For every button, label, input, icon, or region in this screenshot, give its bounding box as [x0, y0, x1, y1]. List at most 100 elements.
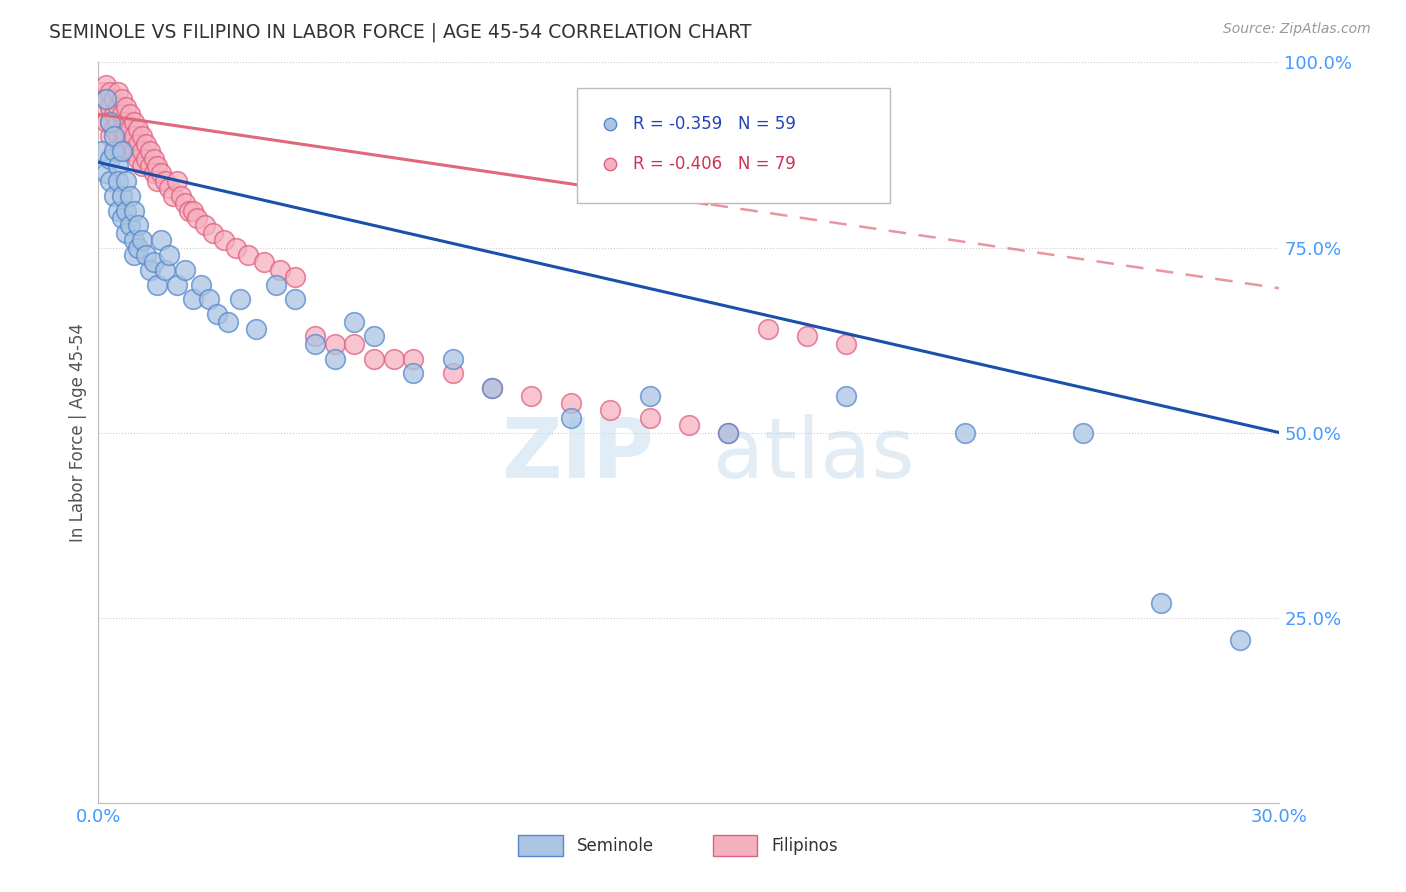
Point	[363, 351, 385, 366]
Point	[177, 203, 200, 218]
Point	[205, 307, 228, 321]
Point	[115, 100, 138, 114]
Point	[756, 322, 779, 336]
Point	[717, 425, 740, 440]
Point	[96, 92, 118, 106]
Point	[127, 136, 149, 151]
Point	[157, 181, 180, 195]
Text: Source: ZipAtlas.com: Source: ZipAtlas.com	[1223, 22, 1371, 37]
Point	[146, 277, 169, 292]
Point	[107, 174, 129, 188]
Point	[157, 248, 180, 262]
Point	[127, 240, 149, 255]
Point	[118, 219, 141, 233]
Point	[122, 248, 145, 262]
Point	[162, 188, 184, 202]
Point	[236, 248, 259, 262]
Point	[186, 211, 208, 225]
Point	[150, 166, 173, 180]
Point	[402, 367, 425, 381]
Point	[131, 233, 153, 247]
Point	[103, 129, 125, 144]
Point	[111, 136, 134, 151]
Text: ZIP: ZIP	[501, 414, 654, 495]
Point	[118, 136, 141, 151]
Point	[122, 233, 145, 247]
Point	[638, 388, 661, 402]
Text: Seminole: Seminole	[576, 837, 654, 855]
Point	[142, 152, 165, 166]
Point	[107, 114, 129, 128]
Point	[638, 410, 661, 425]
Point	[103, 92, 125, 106]
Point	[115, 203, 138, 218]
Point	[122, 114, 145, 128]
Point	[96, 78, 118, 92]
Point	[138, 145, 160, 159]
Point	[174, 196, 197, 211]
Point	[122, 203, 145, 218]
Point	[107, 129, 129, 144]
Point	[118, 107, 141, 121]
Point	[115, 145, 138, 159]
Point	[115, 226, 138, 240]
Point	[98, 129, 121, 144]
Point	[953, 425, 976, 440]
Point	[135, 152, 157, 166]
Point	[560, 396, 582, 410]
Point	[96, 114, 118, 128]
Point	[135, 136, 157, 151]
Text: atlas: atlas	[713, 414, 914, 495]
Point	[155, 174, 177, 188]
Bar	[517, 836, 562, 856]
Point	[343, 314, 366, 328]
Text: Filipinos: Filipinos	[772, 837, 838, 855]
Point	[264, 277, 287, 292]
Point	[835, 388, 858, 402]
Point	[131, 129, 153, 144]
Point	[253, 255, 276, 269]
Point	[166, 277, 188, 292]
Point	[91, 85, 114, 99]
Point	[382, 351, 405, 366]
Point	[560, 410, 582, 425]
Point	[107, 203, 129, 218]
Point	[131, 145, 153, 159]
Point	[138, 262, 160, 277]
Point	[481, 381, 503, 395]
Point	[835, 336, 858, 351]
Point	[678, 418, 700, 433]
Point	[717, 425, 740, 440]
Point	[155, 262, 177, 277]
Point	[146, 174, 169, 188]
Point	[103, 107, 125, 121]
Point	[115, 114, 138, 128]
Point	[323, 351, 346, 366]
Point	[481, 381, 503, 395]
Point	[118, 122, 141, 136]
Point	[111, 92, 134, 106]
Point	[98, 152, 121, 166]
Point	[217, 314, 239, 328]
Point	[127, 219, 149, 233]
Point	[150, 233, 173, 247]
Point	[135, 248, 157, 262]
Point	[98, 100, 121, 114]
Point	[115, 129, 138, 144]
Point	[796, 329, 818, 343]
Text: SEMINOLE VS FILIPINO IN LABOR FORCE | AGE 45-54 CORRELATION CHART: SEMINOLE VS FILIPINO IN LABOR FORCE | AG…	[49, 22, 752, 42]
Point	[91, 100, 114, 114]
Point	[201, 226, 224, 240]
Point	[170, 188, 193, 202]
Point	[98, 114, 121, 128]
Point	[98, 85, 121, 99]
Point	[103, 188, 125, 202]
Point	[107, 85, 129, 99]
Point	[225, 240, 247, 255]
Text: R = -0.359   N = 59: R = -0.359 N = 59	[634, 115, 796, 133]
Point	[127, 122, 149, 136]
Point	[111, 211, 134, 225]
Point	[599, 403, 621, 417]
Point	[96, 166, 118, 180]
Point	[304, 336, 326, 351]
